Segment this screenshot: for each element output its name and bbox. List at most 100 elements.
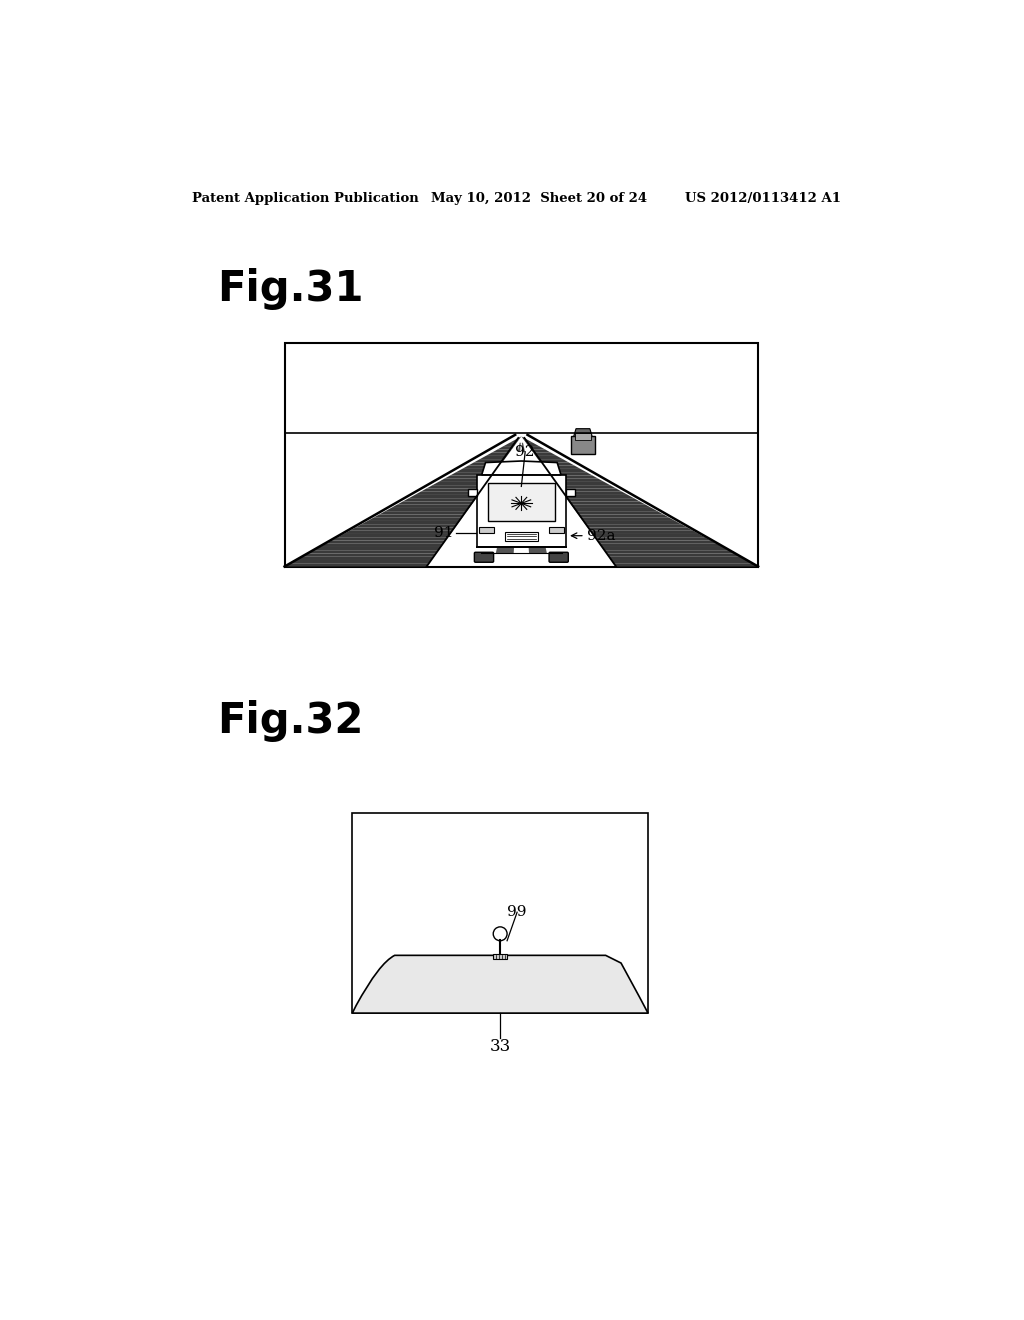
Bar [549,527,564,533]
Polygon shape [550,475,598,479]
Polygon shape [588,528,693,531]
Polygon shape [397,502,474,504]
Polygon shape [581,517,675,521]
Polygon shape [606,553,740,557]
Polygon shape [505,504,517,513]
FancyBboxPatch shape [549,552,568,562]
Polygon shape [522,442,525,451]
Polygon shape [571,504,651,508]
Polygon shape [538,459,568,462]
Text: 99: 99 [507,906,527,919]
Polygon shape [527,524,543,533]
Polygon shape [530,449,551,453]
Polygon shape [344,531,453,535]
Bar [565,488,574,496]
Polygon shape [444,475,493,479]
Polygon shape [602,546,728,550]
Text: Fig.31: Fig.31 [217,268,364,310]
Polygon shape [409,495,478,498]
Text: 92a: 92a [587,529,615,543]
Polygon shape [545,469,587,473]
Text: May 10, 2012  Sheet 20 of 24: May 10, 2012 Sheet 20 of 24 [431,191,647,205]
Bar [487,483,555,521]
Polygon shape [561,491,628,495]
Polygon shape [374,515,465,517]
Polygon shape [421,488,483,491]
Text: Fig.32: Fig.32 [217,700,364,742]
Bar [352,813,648,1014]
Polygon shape [415,491,481,495]
Polygon shape [566,498,640,502]
Polygon shape [523,463,529,473]
Polygon shape [583,521,681,524]
Polygon shape [534,453,557,455]
Polygon shape [552,479,604,482]
Polygon shape [498,446,514,449]
Polygon shape [523,440,534,444]
Polygon shape [296,557,434,560]
Polygon shape [613,564,758,566]
Polygon shape [541,462,574,466]
Polygon shape [379,511,467,515]
Polygon shape [518,442,521,451]
Polygon shape [391,504,472,508]
Polygon shape [595,537,711,540]
Polygon shape [590,531,699,535]
Text: 92: 92 [515,445,535,459]
Polygon shape [492,449,512,453]
Polygon shape [554,482,610,486]
Bar [575,433,591,441]
Polygon shape [291,560,431,564]
Polygon shape [609,557,746,560]
Polygon shape [597,540,717,544]
Polygon shape [326,540,445,544]
Polygon shape [385,508,469,511]
Polygon shape [500,524,515,533]
Polygon shape [338,535,451,537]
Polygon shape [573,429,592,437]
Polygon shape [285,564,429,566]
Polygon shape [513,463,519,473]
Polygon shape [525,504,539,513]
Polygon shape [599,544,723,546]
Bar [477,475,565,548]
Polygon shape [536,455,563,459]
Polygon shape [528,545,547,554]
Bar [505,532,538,541]
Polygon shape [524,483,534,492]
Polygon shape [480,455,507,459]
Bar [285,343,758,566]
Polygon shape [543,466,581,469]
Polygon shape [611,560,753,564]
Polygon shape [575,511,664,515]
Polygon shape [509,483,518,492]
Polygon shape [528,446,545,449]
Polygon shape [504,444,516,446]
PathPatch shape [352,956,648,1014]
Polygon shape [321,544,443,546]
Polygon shape [355,524,458,528]
Polygon shape [349,528,455,531]
FancyBboxPatch shape [474,552,494,562]
Polygon shape [361,521,460,524]
Text: 91: 91 [434,527,454,540]
Polygon shape [526,444,539,446]
Polygon shape [515,437,521,440]
Text: US 2012/0113412 A1: US 2012/0113412 A1 [685,191,841,205]
Text: Patent Application Publication: Patent Application Publication [193,191,419,205]
Polygon shape [548,473,592,475]
Bar [478,527,494,533]
Polygon shape [427,486,485,488]
Polygon shape [496,545,514,554]
Polygon shape [468,462,503,466]
Polygon shape [573,508,657,511]
Polygon shape [474,459,505,462]
Polygon shape [564,495,634,498]
Polygon shape [314,546,440,550]
Polygon shape [592,535,705,537]
Polygon shape [368,517,462,521]
Text: 33: 33 [489,1038,511,1055]
Polygon shape [432,482,488,486]
Ellipse shape [494,927,507,941]
Polygon shape [579,515,670,517]
